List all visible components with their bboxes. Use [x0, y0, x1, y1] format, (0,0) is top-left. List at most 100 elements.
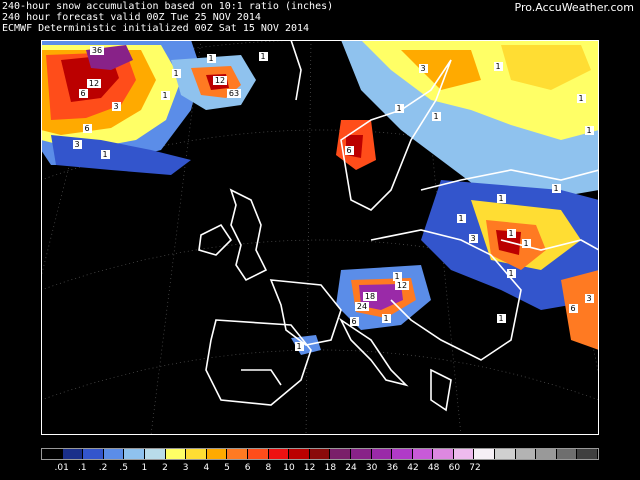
svg-text:6: 6 — [80, 89, 85, 98]
map-label: 6 — [345, 146, 354, 155]
map-label: 1 — [161, 91, 170, 100]
legend-label: 1 — [141, 463, 148, 473]
legend-swatch — [227, 449, 248, 459]
svg-text:3: 3 — [586, 294, 591, 303]
svg-text:3: 3 — [74, 140, 79, 149]
map-label: 24 — [355, 302, 369, 311]
legend-swatch — [165, 449, 187, 459]
legend-swatch — [309, 449, 331, 459]
svg-text:36: 36 — [92, 46, 102, 55]
legend-swatch — [268, 449, 290, 459]
contour-labels: 36 12 6 3 1 6 3 1 12 63 1 1 1 3 6 1 1 1 … — [73, 46, 594, 351]
title-line-3: ECMWF Deterministic initialized 00Z Sat … — [2, 23, 310, 34]
legend-swatch — [433, 449, 454, 459]
svg-text:12: 12 — [397, 281, 407, 290]
svg-text:6: 6 — [351, 317, 356, 326]
svg-text:1: 1 — [208, 54, 213, 63]
map-label: 12 — [395, 281, 409, 290]
legend-swatch — [515, 449, 537, 459]
svg-text:1: 1 — [296, 342, 301, 351]
legend-label: .5 — [119, 463, 128, 473]
svg-text:6: 6 — [346, 146, 351, 155]
map-label: 1 — [393, 272, 402, 281]
svg-text:1: 1 — [553, 184, 558, 193]
legend-label: 10 — [283, 463, 295, 473]
svg-text:1: 1 — [498, 314, 503, 323]
credit-text: Pro.AccuWeather.com — [514, 1, 634, 14]
legend-swatch — [412, 449, 434, 459]
map-label: 1 — [207, 54, 216, 63]
map-label: 1 — [497, 194, 506, 203]
snow-accumulation-map: 36 12 6 3 1 6 3 1 12 63 1 1 1 3 6 1 1 1 … — [41, 40, 599, 435]
svg-text:1: 1 — [260, 52, 265, 61]
map-label: 6 — [569, 304, 578, 313]
legend-swatch — [62, 449, 84, 459]
legend-swatch — [577, 449, 599, 459]
map-label: 1 — [507, 229, 516, 238]
svg-text:1: 1 — [394, 272, 399, 281]
legend-label: 4 — [203, 463, 210, 473]
map-label: 18 — [363, 292, 377, 301]
legend-label: 8 — [265, 463, 272, 473]
map-label: 3 — [112, 102, 121, 111]
map-label: 12 — [213, 76, 227, 85]
legend-label: .1 — [78, 463, 87, 473]
svg-text:3: 3 — [113, 102, 118, 111]
map-label: 6 — [350, 317, 359, 326]
map-label: 1 — [494, 62, 503, 71]
svg-text:1: 1 — [173, 69, 178, 78]
legend-swatch — [330, 449, 351, 459]
legend-swatch — [350, 449, 372, 459]
legend-label: 2 — [162, 463, 168, 473]
svg-text:12: 12 — [89, 79, 99, 88]
legend-label: 72 — [469, 463, 481, 473]
snow-region-atlantic — [41, 40, 256, 175]
svg-text:1: 1 — [162, 91, 167, 100]
map-label: 1 — [457, 214, 466, 223]
svg-text:1: 1 — [523, 239, 528, 248]
map-label: 1 — [507, 269, 516, 278]
svg-text:1: 1 — [578, 94, 583, 103]
legend-label: 3 — [182, 463, 189, 473]
svg-text:1: 1 — [433, 112, 438, 121]
map-label: 3 — [419, 64, 428, 73]
legend-label: 6 — [244, 463, 251, 473]
svg-text:6: 6 — [84, 124, 89, 133]
legend-label: 60 — [448, 463, 461, 473]
legend-label: 42 — [407, 463, 419, 473]
map-label: 1 — [552, 184, 561, 193]
legend-label: .01 — [54, 463, 69, 473]
svg-text:18: 18 — [365, 292, 375, 301]
title-line-1: 240-hour snow accumulation based on 10:1… — [2, 1, 334, 12]
map-label: 1 — [259, 52, 268, 61]
legend-label: .2 — [98, 463, 108, 473]
map-label: 3 — [469, 234, 478, 243]
legend-swatch — [371, 449, 393, 459]
map-label: 1 — [382, 314, 391, 323]
svg-text:3: 3 — [470, 234, 475, 243]
legend-swatch — [103, 449, 125, 459]
legend-label: 12 — [303, 463, 316, 473]
map-label: 3 — [585, 294, 594, 303]
legend-swatch — [124, 449, 145, 459]
map-label: 1 — [585, 126, 594, 135]
map-label: 1 — [395, 104, 404, 113]
svg-text:12: 12 — [215, 76, 225, 85]
map-label: 12 — [87, 79, 101, 88]
color-legend — [41, 448, 599, 460]
svg-text:1: 1 — [508, 269, 513, 278]
legend-swatch — [83, 449, 104, 459]
map-label: 6 — [79, 89, 88, 98]
map-label: 36 — [90, 46, 104, 55]
legend-swatch — [392, 449, 413, 459]
svg-text:1: 1 — [458, 214, 463, 223]
svg-text:1: 1 — [495, 62, 500, 71]
legend-swatch — [42, 449, 63, 459]
legend-label: 24 — [345, 463, 357, 473]
legend-swatch — [474, 449, 496, 459]
map-label: 3 — [73, 140, 82, 149]
map-label: 1 — [295, 342, 304, 351]
legend-swatch — [453, 449, 475, 459]
legend-label: 36 — [386, 463, 399, 473]
legend-swatch — [206, 449, 228, 459]
